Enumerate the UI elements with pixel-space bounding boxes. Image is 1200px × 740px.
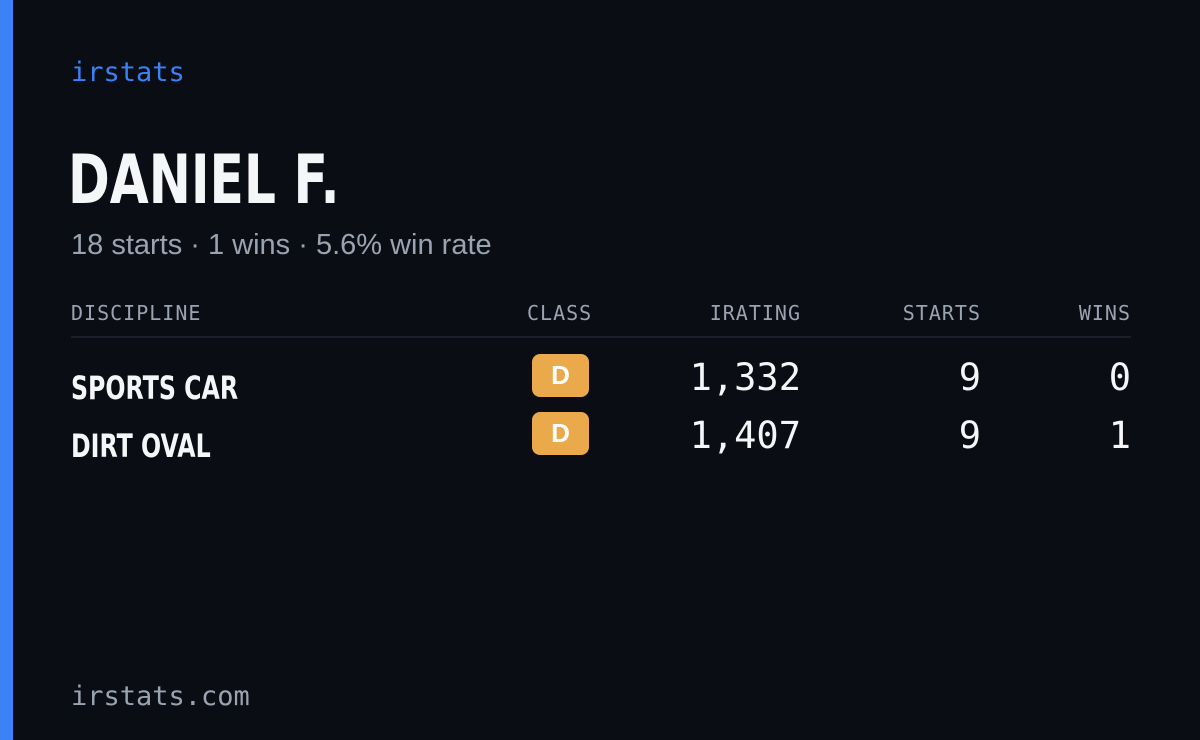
wins-value: 0 xyxy=(1108,356,1131,399)
class-badge: D xyxy=(532,412,589,455)
starts-value: 9 xyxy=(958,414,981,457)
header-wins: WINS xyxy=(1078,301,1131,325)
class-badge: D xyxy=(532,354,589,397)
discipline-name: DIRT OVAL xyxy=(71,427,211,465)
header-class: CLASS xyxy=(527,301,593,325)
brand-logo[interactable]: irstats xyxy=(71,57,185,88)
table-row: DIRT OVAL D 1,407 9 1 xyxy=(71,412,1131,470)
table-header: DISCIPLINE CLASS IRATING STARTS WINS xyxy=(71,296,1131,338)
player-summary: 18 starts · 1 wins · 5.6% win rate xyxy=(71,229,492,261)
stats-table: DISCIPLINE CLASS IRATING STARTS WINS SPO… xyxy=(71,296,1131,470)
irating-value: 1,332 xyxy=(689,356,801,399)
header-starts: STARTS xyxy=(902,301,981,325)
starts-value: 9 xyxy=(958,356,981,399)
header-discipline: DISCIPLINE xyxy=(71,301,202,325)
accent-bar xyxy=(0,0,13,740)
footer-url[interactable]: irstats.com xyxy=(71,681,250,712)
header-irating: IRATING xyxy=(709,301,801,325)
player-name: DANIEL F. xyxy=(68,141,340,220)
table-row: SPORTS CAR D 1,332 9 0 xyxy=(71,354,1131,412)
wins-value: 1 xyxy=(1108,414,1131,457)
irating-value: 1,407 xyxy=(689,414,801,457)
discipline-name: SPORTS CAR xyxy=(71,369,239,407)
